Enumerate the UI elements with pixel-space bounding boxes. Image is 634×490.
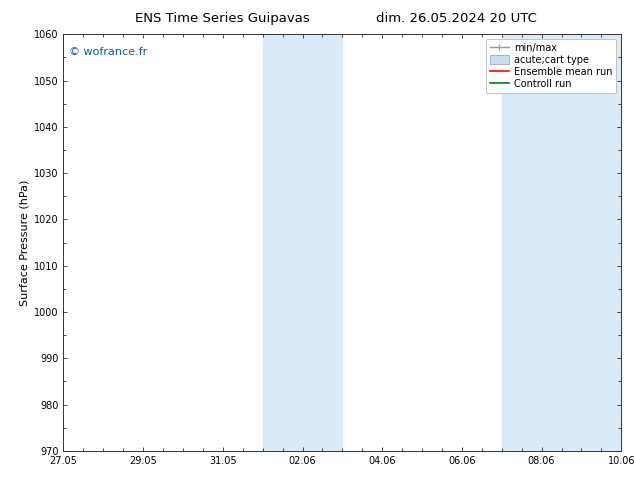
Bar [501, 34, 621, 451]
Y-axis label: Surface Pressure (hPa): Surface Pressure (hPa) [20, 179, 30, 306]
Text: © wofrance.fr: © wofrance.fr [69, 47, 147, 57]
Legend: min/max, acute;cart type, Ensemble mean run, Controll run: min/max, acute;cart type, Ensemble mean … [486, 39, 616, 93]
Text: ENS Time Series Guipavas: ENS Time Series Guipavas [134, 12, 309, 25]
Bar [262, 34, 342, 451]
Text: dim. 26.05.2024 20 UTC: dim. 26.05.2024 20 UTC [376, 12, 537, 25]
